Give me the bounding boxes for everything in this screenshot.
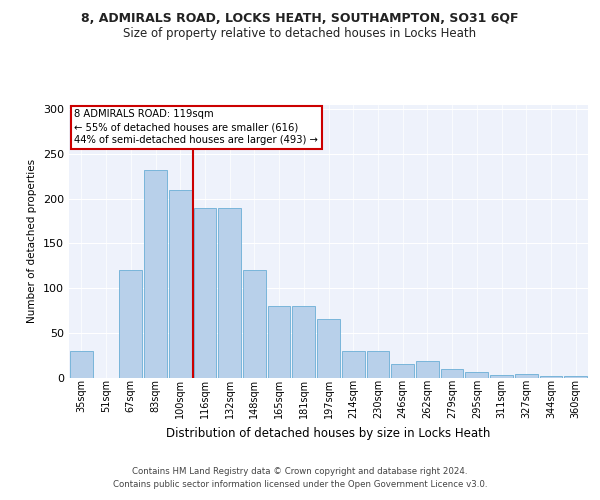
Bar	[169, 190, 191, 378]
Bar	[292, 306, 315, 378]
Text: Size of property relative to detached houses in Locks Heath: Size of property relative to detached ho…	[124, 28, 476, 40]
Text: 8 ADMIRALS ROAD: 119sqm
← 55% of detached houses are smaller (616)
44% of semi-d: 8 ADMIRALS ROAD: 119sqm ← 55% of detache…	[74, 109, 318, 146]
Text: 8, ADMIRALS ROAD, LOCKS HEATH, SOUTHAMPTON, SO31 6QF: 8, ADMIRALS ROAD, LOCKS HEATH, SOUTHAMPT…	[81, 12, 519, 26]
Bar	[539, 376, 562, 378]
Bar	[144, 170, 167, 378]
Bar	[194, 208, 216, 378]
Bar	[515, 374, 538, 378]
Bar	[367, 350, 389, 378]
Bar	[391, 364, 414, 378]
Bar	[70, 350, 93, 378]
Bar	[564, 376, 587, 378]
Bar	[268, 306, 290, 378]
Bar	[218, 208, 241, 378]
Y-axis label: Number of detached properties: Number of detached properties	[28, 159, 37, 324]
Bar	[441, 368, 463, 378]
Text: Contains HM Land Registry data © Crown copyright and database right 2024.: Contains HM Land Registry data © Crown c…	[132, 467, 468, 476]
Bar	[342, 350, 365, 378]
Bar	[119, 270, 142, 378]
Bar	[416, 362, 439, 378]
X-axis label: Distribution of detached houses by size in Locks Heath: Distribution of detached houses by size …	[166, 426, 491, 440]
Bar	[243, 270, 266, 378]
Bar	[490, 375, 513, 378]
Bar	[466, 372, 488, 378]
Text: Contains public sector information licensed under the Open Government Licence v3: Contains public sector information licen…	[113, 480, 487, 489]
Bar	[317, 320, 340, 378]
